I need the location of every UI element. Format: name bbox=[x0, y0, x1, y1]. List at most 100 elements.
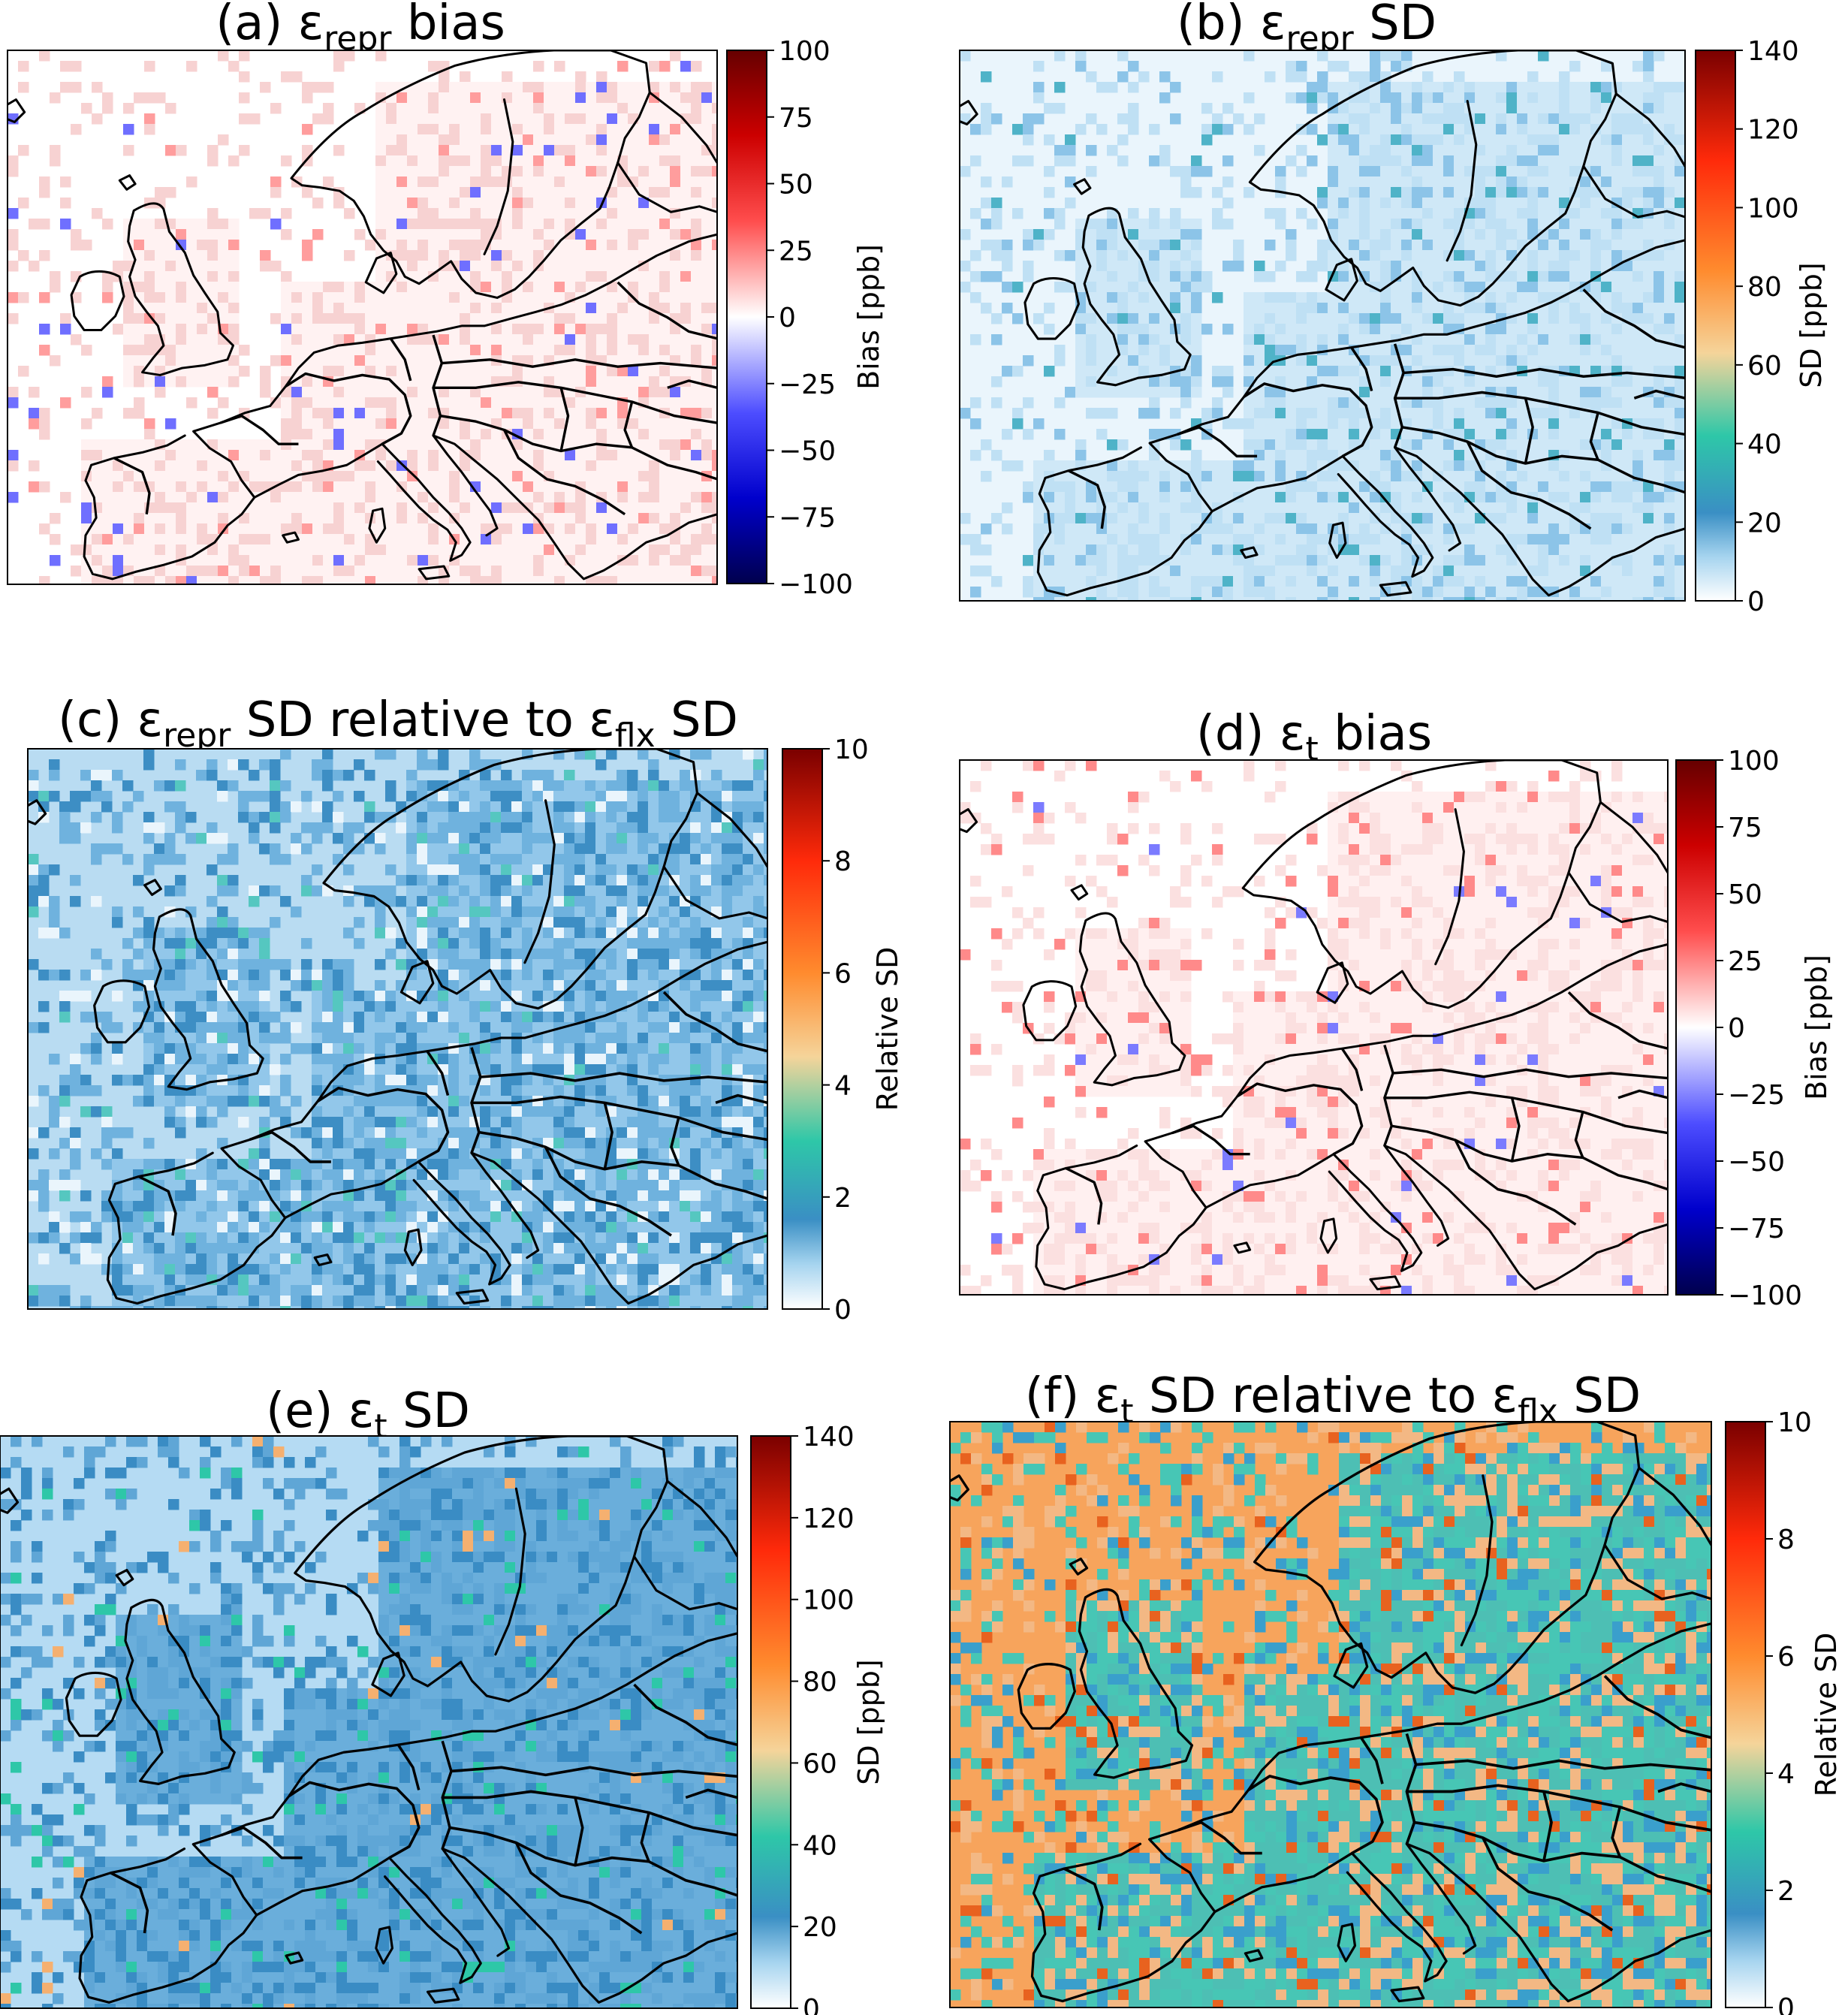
map-grid-cell bbox=[386, 408, 397, 419]
map-grid-cell bbox=[554, 103, 565, 114]
map-grid-cell bbox=[228, 376, 240, 388]
map-grid-cell bbox=[1265, 387, 1276, 398]
map-grid-cell bbox=[8, 155, 19, 167]
map-grid-cell bbox=[312, 292, 324, 303]
map-grid-cell bbox=[670, 544, 681, 556]
map-grid-cell bbox=[354, 523, 366, 535]
map-grid-cell bbox=[565, 313, 576, 324]
map-grid-cell bbox=[1254, 397, 1265, 409]
map-grid-cell bbox=[1138, 534, 1150, 545]
map-grid-cell bbox=[533, 366, 544, 377]
map-grid-cell bbox=[1643, 103, 1654, 114]
map-grid-cell bbox=[1664, 460, 1675, 472]
map-grid-cell bbox=[701, 387, 713, 398]
map-grid-cell bbox=[218, 460, 229, 472]
map-grid-cell bbox=[312, 408, 324, 419]
map-grid-cell bbox=[1622, 534, 1633, 545]
map-grid-cell bbox=[1527, 208, 1539, 219]
map-grid-cell bbox=[1622, 261, 1633, 272]
map-grid-cell bbox=[565, 576, 576, 584]
map-grid-cell bbox=[1254, 523, 1265, 535]
map-grid-cell bbox=[554, 155, 565, 167]
map-grid-cell bbox=[991, 450, 1002, 461]
map-grid-cell bbox=[1412, 145, 1423, 156]
map-grid-cell bbox=[617, 219, 629, 230]
map-grid-cell bbox=[92, 113, 103, 125]
map-grid-cell bbox=[523, 292, 534, 303]
map-grid-cell bbox=[659, 439, 671, 451]
map-grid-cell bbox=[533, 134, 544, 146]
map-grid-cell bbox=[1664, 418, 1675, 430]
map-grid-cell bbox=[670, 166, 681, 177]
map-grid-cell bbox=[428, 176, 439, 188]
map-grid-cell bbox=[596, 166, 607, 177]
map-grid-cell bbox=[1296, 513, 1307, 524]
map-grid-cell bbox=[1317, 439, 1328, 451]
map-grid-cell bbox=[1517, 103, 1528, 114]
map-grid-cell bbox=[659, 92, 671, 104]
map-grid-cell bbox=[1117, 523, 1129, 535]
map-grid-cell bbox=[1138, 313, 1150, 324]
map-grid-cell bbox=[323, 429, 334, 440]
map-grid-cell bbox=[439, 155, 450, 167]
map-grid-cell bbox=[1065, 198, 1076, 209]
map-grid-cell bbox=[18, 366, 29, 377]
map-grid-cell bbox=[197, 566, 208, 577]
map-grid-cell bbox=[270, 313, 282, 324]
map-grid-cell bbox=[1538, 240, 1549, 251]
map-grid-cell bbox=[407, 134, 418, 146]
map-grid-cell bbox=[670, 92, 681, 104]
map-grid-cell bbox=[1485, 555, 1497, 566]
map-grid-cell bbox=[1654, 345, 1665, 356]
map-grid-cell bbox=[1096, 534, 1108, 545]
map-grid-cell bbox=[207, 523, 219, 535]
map-grid-cell bbox=[1632, 187, 1644, 198]
map-grid-cell bbox=[617, 187, 629, 198]
map-grid-cell bbox=[533, 566, 544, 577]
map-grid-cell bbox=[428, 408, 439, 419]
map-grid-cell bbox=[638, 198, 650, 209]
map-grid-cell bbox=[1054, 145, 1066, 156]
map-grid-cell bbox=[1485, 492, 1497, 503]
map-grid-cell bbox=[1317, 92, 1328, 104]
map-grid-cell bbox=[1559, 387, 1570, 398]
map-grid-cell bbox=[460, 124, 471, 135]
map-grid-cell bbox=[249, 208, 261, 219]
map-grid-cell bbox=[418, 82, 429, 93]
map-grid-cell bbox=[1380, 376, 1391, 388]
map-grid-cell bbox=[165, 450, 176, 461]
map-grid-cell bbox=[1569, 460, 1581, 472]
map-grid-cell bbox=[1601, 82, 1612, 93]
map-grid-cell bbox=[670, 429, 681, 440]
map-grid-cell bbox=[1065, 176, 1076, 188]
map-grid-cell bbox=[1475, 345, 1486, 356]
map-grid-cell bbox=[1643, 303, 1654, 314]
map-grid-cell bbox=[449, 82, 460, 93]
map-grid-cell bbox=[544, 408, 555, 419]
map-grid-cell bbox=[1496, 460, 1507, 472]
map-grid-cell bbox=[491, 155, 502, 167]
map-grid-cell bbox=[1296, 61, 1307, 72]
map-grid-cell bbox=[1496, 355, 1507, 367]
map-grid-cell bbox=[1569, 345, 1581, 356]
map-grid-cell bbox=[670, 366, 681, 377]
map-grid-cell bbox=[1107, 460, 1118, 472]
map-grid-cell bbox=[502, 471, 513, 482]
map-grid-cell bbox=[123, 345, 134, 356]
map-grid-cell bbox=[1412, 282, 1423, 293]
map-grid-cell bbox=[186, 176, 197, 188]
map-grid-cell bbox=[1422, 450, 1433, 461]
map-grid-cell bbox=[333, 481, 345, 493]
map-grid-cell bbox=[333, 387, 345, 398]
map-grid-cell bbox=[396, 450, 408, 461]
map-grid-cell bbox=[586, 261, 597, 272]
map-grid-cell bbox=[491, 576, 502, 584]
map-grid-cell bbox=[291, 544, 303, 556]
map-grid-cell bbox=[470, 555, 481, 566]
map-grid-cell bbox=[1338, 334, 1349, 345]
map-grid-cell bbox=[1485, 219, 1497, 230]
map-grid-cell bbox=[71, 544, 82, 556]
map-grid-cell bbox=[460, 261, 471, 272]
map-grid-cell bbox=[512, 124, 523, 135]
map-grid-cell bbox=[1643, 397, 1654, 409]
